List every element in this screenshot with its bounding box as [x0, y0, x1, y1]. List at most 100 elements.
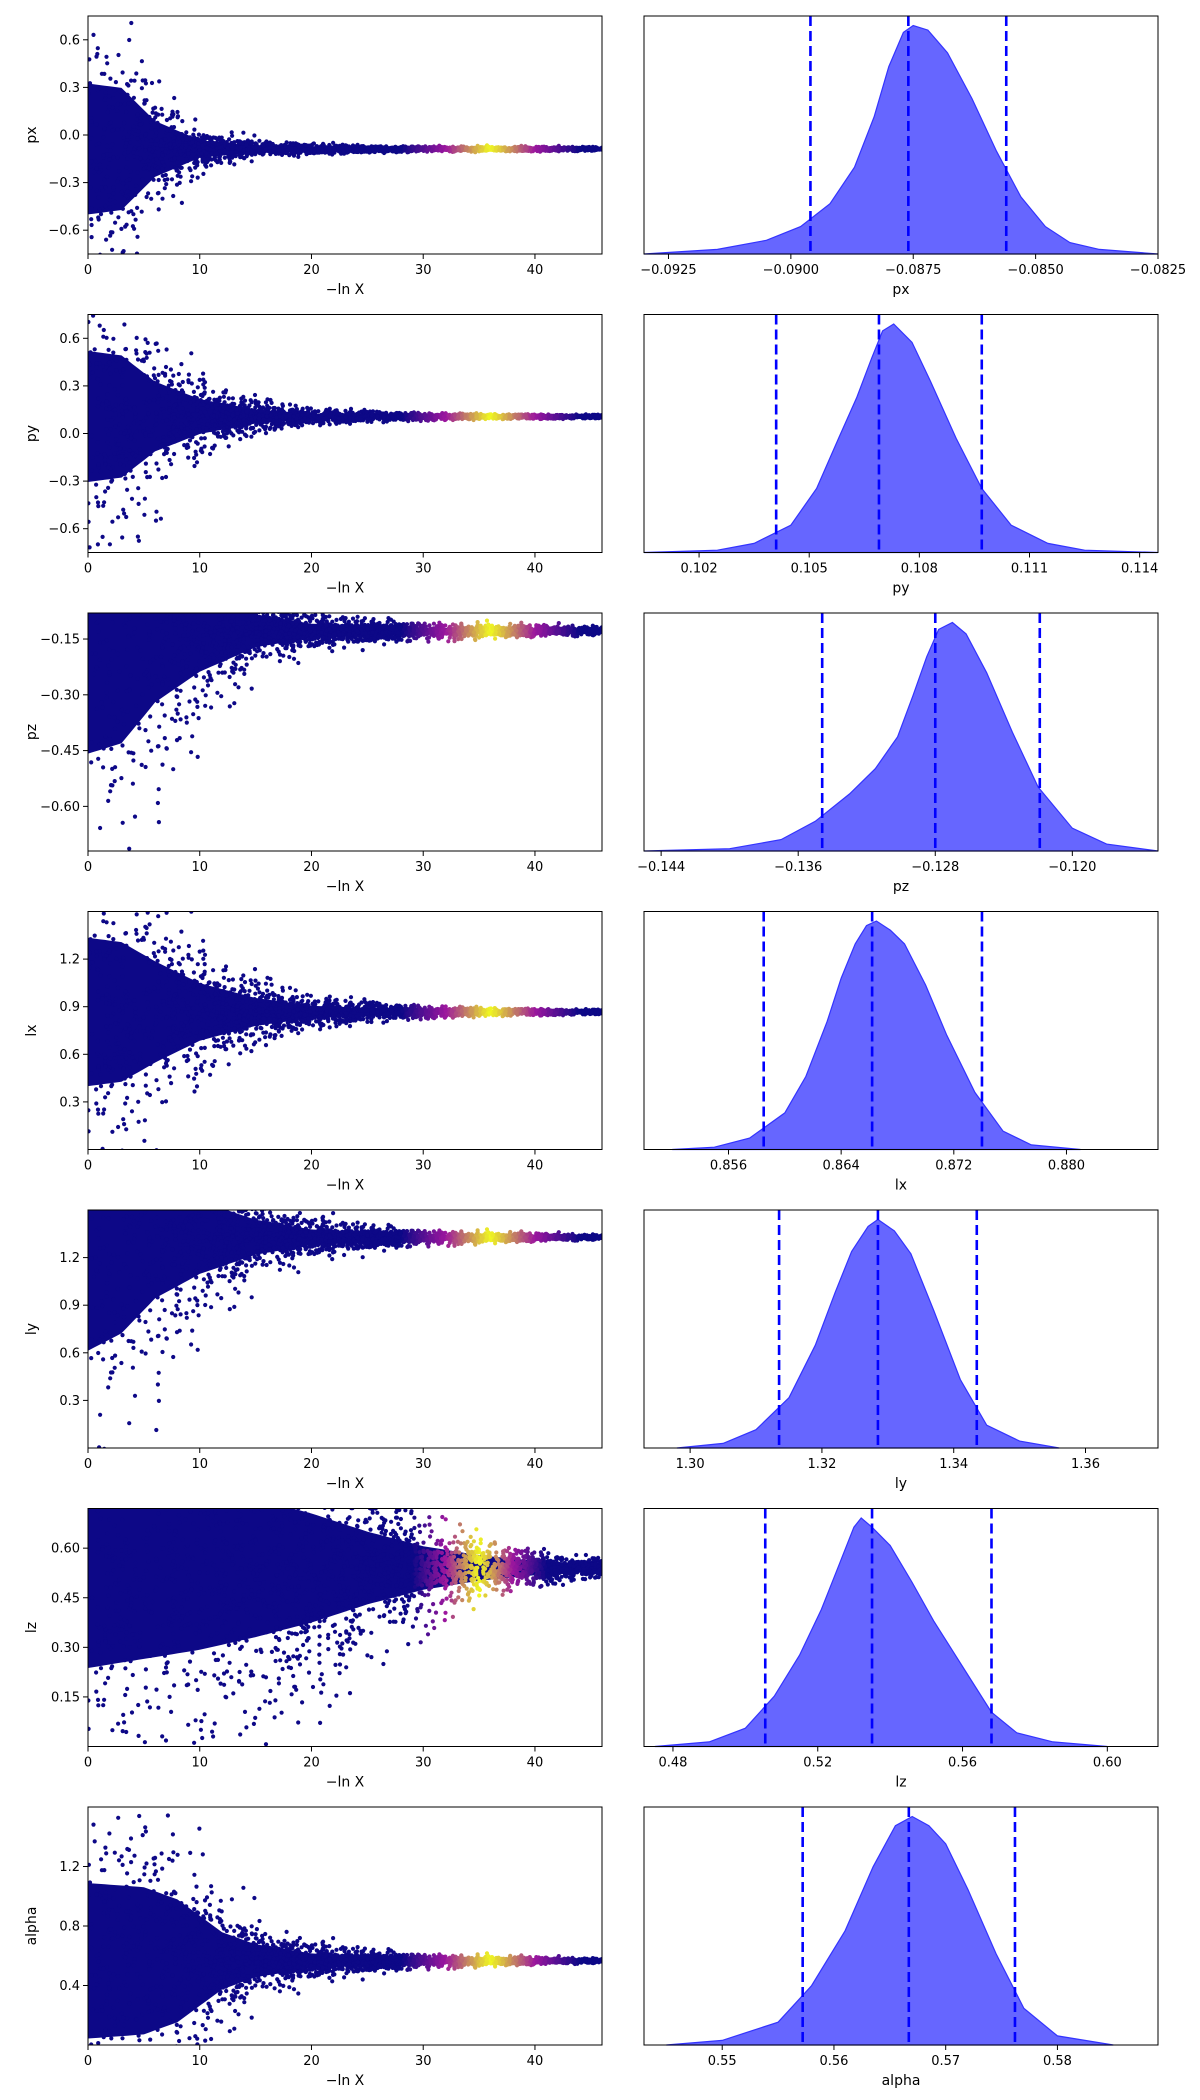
trace-point [105, 109, 110, 115]
trace-point [177, 139, 182, 144]
trace-point [136, 129, 141, 134]
trace-point [98, 469, 103, 474]
trace-point [144, 374, 150, 379]
trace-point [97, 323, 102, 328]
trace-point [116, 52, 121, 58]
trace-point [104, 54, 109, 59]
trace-point [163, 149, 168, 154]
trace-point [173, 388, 178, 393]
trace-point [136, 538, 141, 543]
trace-point [110, 105, 115, 110]
trace-point [256, 416, 262, 421]
trace-point [249, 152, 254, 157]
trace-point [158, 156, 164, 161]
trace-point [171, 125, 177, 130]
trace-point [93, 158, 98, 164]
trace-point [105, 392, 110, 397]
trace-point [284, 140, 289, 145]
trace-point [270, 141, 275, 147]
trace-point [251, 425, 256, 431]
trace-point [179, 414, 184, 419]
trace-point [101, 153, 106, 158]
trace-point [205, 404, 210, 409]
trace-point [217, 406, 223, 411]
trace-point [227, 137, 232, 142]
trace-point [101, 327, 106, 333]
trace-points-py [88, 283, 602, 592]
trace-point [192, 463, 197, 469]
trace-point [160, 370, 165, 375]
trace-point [156, 292, 160, 296]
trace-point [116, 442, 121, 447]
trace-point [264, 414, 269, 419]
trace-point [88, 350, 93, 355]
trace-point [523, 145, 528, 150]
trace-point [341, 148, 346, 154]
y-axis-label: px [24, 126, 40, 143]
trace-point [133, 192, 138, 197]
trace-point [101, 283, 105, 287]
trace-point [172, 95, 177, 101]
trace-point [434, 147, 439, 152]
trace-point [155, 120, 160, 125]
trace-point [164, 394, 169, 399]
trace-point [108, 588, 112, 592]
trace-point [261, 143, 266, 148]
trace-point [201, 377, 206, 382]
trace-point [102, 457, 108, 462]
trace-point [590, 146, 595, 152]
trace-point [145, 340, 150, 345]
trace-point [250, 141, 255, 146]
trace-point [116, 515, 121, 520]
trace-point [223, 435, 228, 440]
trace-point [298, 149, 303, 154]
trace-point [144, 355, 149, 360]
trace-point [134, 71, 139, 76]
trace-point [121, 507, 126, 512]
trace-point [135, 534, 140, 539]
trace-point [254, 142, 259, 147]
trace-point [152, 366, 157, 371]
trace-point [528, 146, 533, 151]
trace-point [190, 174, 195, 179]
trace-point [229, 431, 234, 436]
trace-point [134, 351, 139, 356]
trace-point [91, 32, 96, 38]
trace-point [133, 217, 138, 222]
trace-point [124, 109, 129, 115]
trace-point [169, 177, 175, 182]
trace-point [174, 168, 179, 173]
x-tick-label: 20 [303, 263, 320, 278]
trace-point [411, 145, 416, 150]
trace-point [111, 587, 115, 591]
trace-point [184, 130, 189, 135]
trace-point [96, 504, 101, 509]
trace-point [138, 156, 143, 161]
trace-point [137, 447, 143, 452]
trace-point [106, 104, 112, 109]
trace-point [231, 141, 236, 146]
trace-point [104, 335, 109, 340]
trace-point [210, 445, 215, 450]
trace-point [149, 196, 154, 201]
trace-point [139, 209, 144, 214]
trace-point [124, 178, 129, 183]
x-tick-label: −0.0825 [1130, 263, 1186, 278]
trace-point [128, 169, 133, 174]
trace-point [354, 416, 359, 421]
trace-point [91, 169, 97, 175]
trace-point [135, 205, 140, 210]
trace-point [95, 500, 101, 505]
trace-point [456, 147, 461, 152]
trace-point [267, 418, 272, 423]
trace-point [238, 140, 243, 146]
trace-point [100, 534, 105, 540]
trace-point [96, 462, 101, 467]
trace-point [179, 421, 184, 426]
trace-point [164, 143, 169, 148]
trace-point [149, 126, 154, 131]
trace-point [96, 141, 102, 146]
trace-point [172, 156, 177, 161]
trace-point [147, 155, 152, 160]
trace-point [118, 301, 122, 305]
